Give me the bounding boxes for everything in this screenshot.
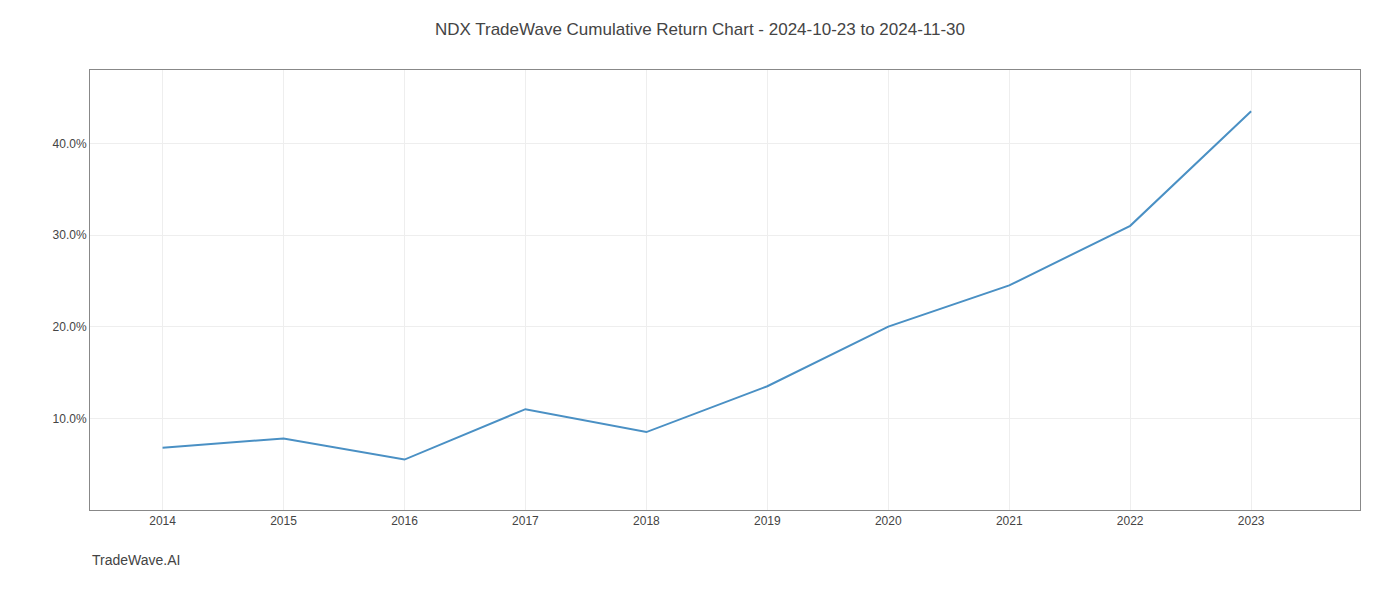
svg-text:2018: 2018 — [633, 514, 660, 528]
svg-text:2015: 2015 — [270, 514, 297, 528]
svg-text:30.0%: 30.0% — [53, 228, 87, 242]
svg-text:2022: 2022 — [1117, 514, 1144, 528]
svg-text:2017: 2017 — [512, 514, 539, 528]
svg-text:2019: 2019 — [754, 514, 781, 528]
svg-text:2014: 2014 — [149, 514, 176, 528]
svg-text:2023: 2023 — [1238, 514, 1265, 528]
svg-text:2016: 2016 — [391, 514, 418, 528]
svg-text:40.0%: 40.0% — [53, 137, 87, 151]
svg-text:10.0%: 10.0% — [53, 412, 87, 426]
svg-text:20.0%: 20.0% — [53, 320, 87, 334]
svg-text:NDX TradeWave Cumulative Retur: NDX TradeWave Cumulative Return Chart - … — [435, 20, 965, 39]
svg-text:TradeWave.AI: TradeWave.AI — [92, 552, 180, 568]
svg-text:2021: 2021 — [996, 514, 1023, 528]
svg-text:2020: 2020 — [875, 514, 902, 528]
